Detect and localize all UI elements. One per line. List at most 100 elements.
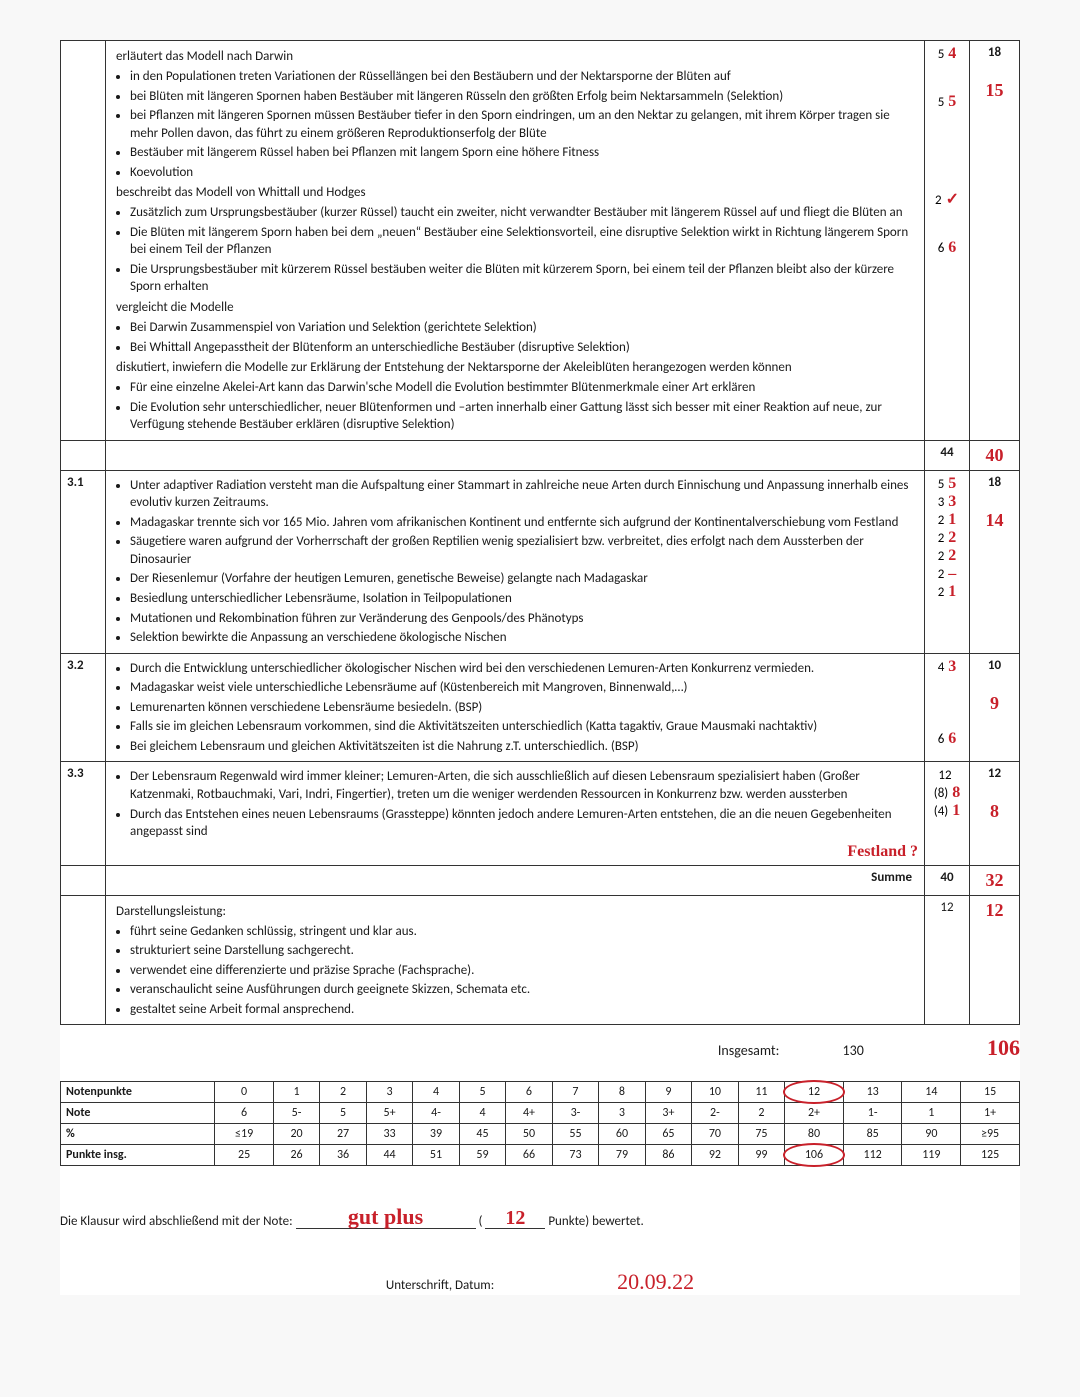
row-points: 54552✓66 xyxy=(925,41,970,441)
point-pair: 66 xyxy=(931,239,963,257)
row-number: 3.2 xyxy=(61,653,106,762)
page: erläutert das Modell nach Darwin in den P… xyxy=(60,40,1020,1295)
grade-cell: 6 xyxy=(506,1082,552,1103)
grade-table: Notenpunkte0123456789101112131415Note65-… xyxy=(60,1081,1020,1166)
grade-cell: 80 xyxy=(785,1124,844,1145)
grade-cell: 8 xyxy=(599,1082,645,1103)
grade-cell: 125 xyxy=(961,1145,1020,1166)
grade-cell: 4 xyxy=(459,1103,505,1124)
darstellung-title: Darstellungsleistung: xyxy=(112,904,918,919)
total-label: Insgesamt: xyxy=(718,1042,779,1059)
grade-cell: 12 xyxy=(785,1082,844,1103)
grade-cell: 55 xyxy=(552,1124,598,1145)
bullet-list: Bei Whittall Angepasstheit der Blütenfor… xyxy=(112,339,918,357)
bullet-item: Die Evolution sehr unterschiedlicher, ne… xyxy=(130,399,918,434)
subtotal-row: Summe4032 xyxy=(61,865,1020,895)
grade-cell: 15 xyxy=(961,1082,1020,1103)
grade-cell: 92 xyxy=(692,1145,738,1166)
grade-header: % xyxy=(61,1124,215,1145)
grade-header: Punkte insg. xyxy=(61,1145,215,1166)
bullet-item: Bei Darwin Zusammenspiel von Variation u… xyxy=(130,319,918,337)
grade-cell: 3 xyxy=(366,1082,412,1103)
bullet-item: Lemurenarten können verschiedene Lebensr… xyxy=(130,699,918,717)
grade-cell: 79 xyxy=(599,1145,645,1166)
bullet-item: Mutationen und Rekombination führen zur … xyxy=(130,610,918,628)
point-pair: 43 xyxy=(931,658,963,676)
grade-cell: 51 xyxy=(413,1145,459,1166)
grade-cell: 2 xyxy=(738,1103,784,1124)
row-points: 12(8)8(4)1 xyxy=(925,762,970,865)
point-pair xyxy=(931,676,963,694)
row-number: 3.3 xyxy=(61,762,106,865)
grade-cell: 2+ xyxy=(785,1103,844,1124)
grade-cell: 73 xyxy=(552,1145,598,1166)
grade-cell: 1 xyxy=(273,1082,319,1103)
bullet-list: Der Lebensraum Regenwald wird immer klei… xyxy=(112,768,918,840)
grade-cell: 106 xyxy=(785,1145,844,1166)
point-pair: 55 xyxy=(931,475,963,493)
bullet-list: Durch die Entwicklung unterschiedlicher … xyxy=(112,660,918,756)
darstellung-row: Darstellungsleistung:führt seine Gedanke… xyxy=(61,895,1020,1025)
grade-cell: 90 xyxy=(902,1124,961,1145)
row-points: 55332122222–21 xyxy=(925,470,970,653)
point-pair: 33 xyxy=(931,493,963,511)
bullet-item: Der Riesenlemur (Vorfahre der heutigen L… xyxy=(130,570,918,588)
row-total: 128 xyxy=(970,762,1020,865)
grade-cell: 70 xyxy=(692,1124,738,1145)
block-intro: vergleicht die Modelle xyxy=(112,300,918,315)
bullet-list: Bei Darwin Zusammenspiel von Variation u… xyxy=(112,319,918,337)
grade-cell: 86 xyxy=(645,1145,691,1166)
darstellung-item: veranschaulicht seine Ausführungen durch… xyxy=(130,981,918,999)
grade-cell: 27 xyxy=(320,1124,366,1145)
grade-cell: 0 xyxy=(215,1082,273,1103)
total-line: Insgesamt: 130 106 xyxy=(60,1035,1020,1061)
grade-cell: 11 xyxy=(738,1082,784,1103)
grade-cell: 26 xyxy=(273,1145,319,1166)
hand-annotation: Festland ? xyxy=(112,843,918,861)
point-pair: 54 xyxy=(931,45,963,63)
row-number: 3.1 xyxy=(61,470,106,653)
grade-cell: 5- xyxy=(273,1103,319,1124)
bullet-item: Durch die Entwicklung unterschiedlicher … xyxy=(130,660,918,678)
signature-label: Unterschrift, Datum: xyxy=(386,1278,494,1293)
point-pair xyxy=(931,694,963,712)
grade-cell: 99 xyxy=(738,1145,784,1166)
total-hand: 106 xyxy=(987,1035,1020,1061)
rubric-table: erläutert das Modell nach Darwin in den P… xyxy=(60,40,1020,1025)
point-pair: (4)1 xyxy=(931,802,963,820)
bullet-item: bei Pflanzen mit längeren Spornen müssen… xyxy=(130,107,918,142)
point-pair: 2✓ xyxy=(931,189,963,209)
grade-cell: 60 xyxy=(599,1124,645,1145)
bullet-item: Madagaskar weist viele unterschiedliche … xyxy=(130,679,918,697)
block-intro: erläutert das Modell nach Darwin xyxy=(112,49,918,64)
block-intro: beschreibt das Modell von Whittall und H… xyxy=(112,185,918,200)
grade-cell: 66 xyxy=(506,1145,552,1166)
grade-cell: 39 xyxy=(413,1124,459,1145)
grade-cell: 33 xyxy=(366,1124,412,1145)
point-pair: 2– xyxy=(931,565,963,583)
grade-cell: 75 xyxy=(738,1124,784,1145)
grade-cell: 2- xyxy=(692,1103,738,1124)
grade-row: %≤192027333945505560657075808590≥95 xyxy=(61,1124,1020,1145)
bullet-item: Zusätzlich zum Ursprungsbestäuber (kurze… xyxy=(130,204,918,222)
block-intro: diskutiert, inwiefern die Modelle zur Er… xyxy=(112,360,918,375)
grade-header: Note xyxy=(61,1103,215,1124)
row-content: erläutert das Modell nach Darwin in den P… xyxy=(106,41,925,441)
final-grade-line: Die Klausur wird abschließend mit der No… xyxy=(60,1206,1020,1229)
grade-header: Notenpunkte xyxy=(61,1082,215,1103)
grade-cell: 5 xyxy=(459,1082,505,1103)
darstellung-item: strukturiert seine Darstellung sachgerec… xyxy=(130,942,918,960)
bullet-item: bei Blüten mit längeren Spornen haben Be… xyxy=(130,88,918,106)
bullet-item: Falls sie im gleichen Lebensraum vorkomm… xyxy=(130,718,918,736)
bullet-list: in den Populationen treten Variationen d… xyxy=(112,68,918,181)
grade-cell: 9 xyxy=(645,1082,691,1103)
point-pair: 21 xyxy=(931,583,963,601)
grade-cell: 45 xyxy=(459,1124,505,1145)
point-pair: 12 xyxy=(931,766,963,784)
final-mid: ( xyxy=(478,1214,482,1229)
bullet-item: Der Lebensraum Regenwald wird immer klei… xyxy=(130,768,918,803)
grade-cell: 5+ xyxy=(366,1103,412,1124)
signature-date: 20.09.22 xyxy=(617,1269,694,1294)
grade-cell: 3+ xyxy=(645,1103,691,1124)
darstellung-item: verwendet eine differenzierte und präzis… xyxy=(130,962,918,980)
